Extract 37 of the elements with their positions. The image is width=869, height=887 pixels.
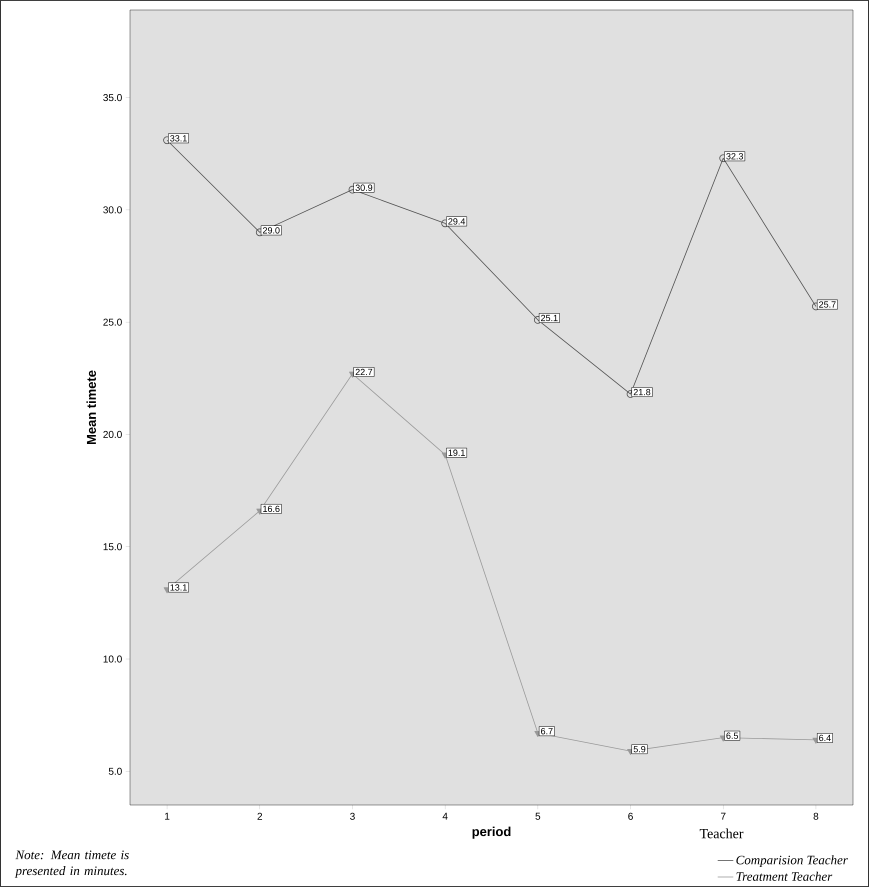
legend-title: Teacher <box>700 828 744 838</box>
y-tick-label: 25.0 <box>103 318 122 326</box>
text: Note: Mean timete is presented in minutes. <box>14 850 129 878</box>
x-tick-label: 3 <box>350 812 355 820</box>
x-axis-title: period <box>472 826 510 839</box>
x-tick-label: 2 <box>258 812 262 820</box>
data-label: 6.5 <box>726 732 738 739</box>
data-label: 6.7 <box>541 728 553 734</box>
data-label: 30.9 <box>356 184 372 191</box>
data-label: 25.1 <box>541 314 558 322</box>
y-tick-label: 10.0 <box>104 656 122 663</box>
y-axis-title: Mean timete <box>86 370 96 444</box>
data-label: 13.1 <box>170 584 187 591</box>
data-label: 5.9 <box>634 746 646 752</box>
legend-label: Treatment Teacher <box>736 872 832 881</box>
legend-label: Comparision Teacher <box>736 855 848 868</box>
y-tick-label: 35.0 <box>103 94 122 102</box>
data-label: 19.1 <box>448 450 465 456</box>
data-label: 22.7 <box>356 368 372 376</box>
data-label: 25.7 <box>819 301 836 308</box>
data-label: 29.0 <box>262 227 280 234</box>
data-label: 6.4 <box>819 734 831 742</box>
y-tick-label: 20.0 <box>103 430 122 438</box>
data-label: 33.1 <box>170 135 187 142</box>
x-tick-label: 5 <box>535 812 540 820</box>
y-tick-label: 15.0 <box>104 543 122 550</box>
data-label: 32.3 <box>726 153 744 160</box>
data-label: 21.8 <box>634 388 650 396</box>
x-tick-label: 1 <box>165 812 170 820</box>
x-tick-label: 7 <box>720 812 726 820</box>
data-label: 16.6 <box>263 506 280 512</box>
x-tick-label: 4 <box>442 812 448 820</box>
x-tick-label: 8 <box>814 812 818 820</box>
y-tick-label: 5.0 <box>108 768 122 775</box>
data-label: 29.4 <box>448 218 466 225</box>
x-tick-label: 6 <box>628 812 633 820</box>
y-tick-label: 30.0 <box>103 206 122 214</box>
